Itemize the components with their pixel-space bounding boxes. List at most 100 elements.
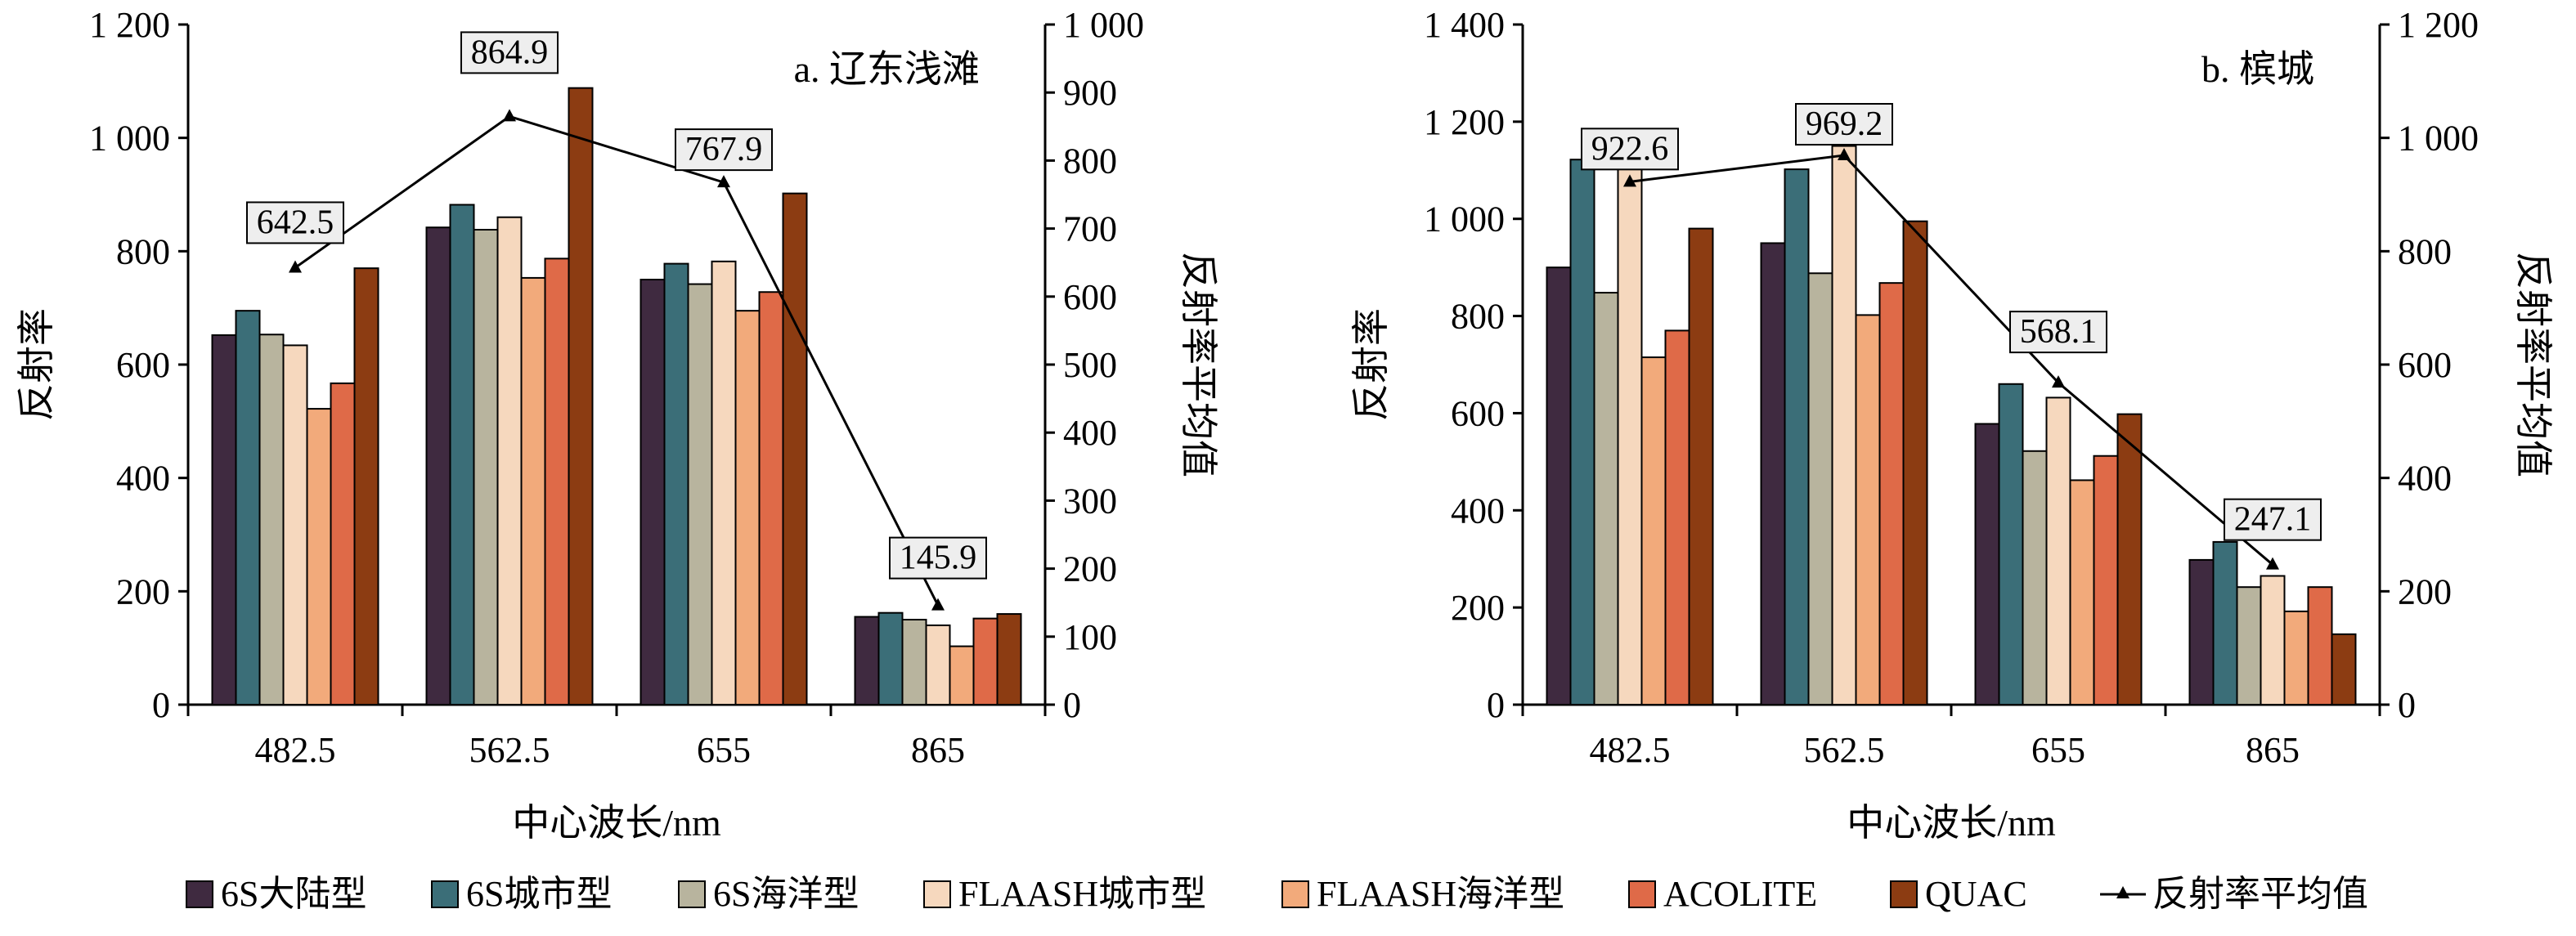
bar bbox=[425, 226, 451, 706]
data-label: 864.9 bbox=[471, 34, 549, 71]
data-label-box bbox=[889, 536, 987, 580]
y-tick-label: 200 bbox=[1451, 588, 1505, 628]
y2-tick-label: 200 bbox=[1063, 549, 1117, 589]
data-label-box bbox=[460, 31, 559, 74]
data-label-box bbox=[2224, 498, 2322, 541]
average-marker bbox=[1623, 174, 1636, 187]
bar bbox=[353, 267, 379, 705]
bar bbox=[2260, 575, 2286, 705]
bar bbox=[544, 258, 570, 705]
bar bbox=[901, 619, 927, 705]
bar bbox=[2188, 558, 2215, 705]
y-tick-label: 600 bbox=[1451, 393, 1505, 433]
x-tick-label: 865 bbox=[2246, 730, 2300, 770]
bar bbox=[1784, 168, 1810, 705]
y2-tick-label: 400 bbox=[2398, 459, 2452, 499]
bar bbox=[2093, 455, 2119, 705]
y2-tick-label: 600 bbox=[2398, 345, 2452, 385]
bar bbox=[2069, 479, 2095, 705]
panel-title: a. 辽东浅滩 bbox=[794, 48, 980, 90]
bar bbox=[235, 310, 261, 705]
bar bbox=[211, 334, 237, 705]
average-line bbox=[294, 114, 940, 607]
x-tick-label: 482.5 bbox=[255, 730, 336, 770]
bar bbox=[1640, 356, 1667, 705]
bar bbox=[2045, 396, 2071, 705]
bar bbox=[782, 192, 808, 705]
y-tick-label: 1 200 bbox=[1424, 102, 1505, 142]
y2-tick-label: 200 bbox=[2398, 571, 2452, 611]
x-axis-title: 中心波长/nm bbox=[1847, 802, 2056, 844]
y-tick-label: 1 400 bbox=[1424, 5, 1505, 45]
bar bbox=[2283, 610, 2309, 706]
bar bbox=[282, 344, 308, 705]
data-label: 642.5 bbox=[257, 204, 334, 241]
data-label: 247.1 bbox=[2234, 501, 2312, 539]
y2-axis-title: 反射率平均值 bbox=[1178, 252, 1219, 477]
average-marker bbox=[2266, 557, 2279, 570]
y2-tick-label: 1 200 bbox=[2398, 5, 2479, 45]
y-tick-label: 1 000 bbox=[89, 119, 170, 159]
data-label: 922.6 bbox=[1591, 130, 1669, 168]
bar bbox=[1546, 266, 1572, 705]
legend-label: 6S大陆型 bbox=[221, 874, 366, 914]
y-tick-label: 1 200 bbox=[89, 5, 170, 45]
legend-line-marker bbox=[2116, 886, 2129, 898]
bar bbox=[2236, 586, 2262, 705]
bar bbox=[1974, 423, 2000, 705]
bar bbox=[854, 616, 880, 705]
y2-tick-label: 600 bbox=[1063, 277, 1117, 317]
y-tick-label: 800 bbox=[1451, 297, 1505, 337]
y-tick-label: 400 bbox=[116, 459, 170, 499]
average-marker bbox=[289, 260, 302, 273]
data-label: 568.1 bbox=[2020, 313, 2098, 351]
data-label-box bbox=[675, 128, 773, 172]
x-tick-label: 655 bbox=[697, 730, 751, 770]
bar bbox=[687, 283, 713, 705]
bar bbox=[925, 624, 951, 706]
data-label-box bbox=[1581, 128, 1679, 171]
bar bbox=[1831, 145, 1857, 706]
bar bbox=[2331, 633, 2357, 705]
bar bbox=[496, 216, 523, 705]
legend-label: ACOLITE bbox=[1663, 874, 1817, 914]
y2-tick-label: 700 bbox=[1063, 209, 1117, 249]
bar bbox=[996, 613, 1022, 705]
legend: 6S大陆型 6S城市型 6S海洋型 FLAASH城市型 FLAASH海洋型 ACOLITE… bbox=[186, 874, 2368, 914]
y2-tick-label: 400 bbox=[1063, 413, 1117, 453]
panel-title: b. 槟城 bbox=[2201, 48, 2314, 90]
x-tick-label: 562.5 bbox=[469, 730, 550, 770]
bar bbox=[1593, 292, 1619, 705]
average-marker bbox=[717, 175, 730, 188]
legend-label: FLAASH城市型 bbox=[958, 874, 1206, 914]
legend-swatch bbox=[1281, 880, 1309, 908]
bar bbox=[1855, 314, 1881, 705]
y-axis-title: 反射率 bbox=[16, 308, 57, 421]
data-label: 145.9 bbox=[900, 540, 977, 577]
y2-tick-label: 500 bbox=[1063, 345, 1117, 385]
y-tick-label: 0 bbox=[152, 685, 170, 725]
legend-swatch bbox=[923, 880, 951, 908]
y2-tick-label: 0 bbox=[1063, 685, 1081, 725]
legend-label: QUAC bbox=[1925, 874, 2027, 914]
bar bbox=[1878, 282, 1905, 706]
legend-swatch bbox=[431, 880, 459, 908]
bar bbox=[1998, 383, 2024, 705]
y2-tick-label: 900 bbox=[1063, 73, 1117, 113]
bar bbox=[1760, 242, 1786, 705]
x-tick-label: 655 bbox=[2031, 730, 2085, 770]
data-label: 969.2 bbox=[1806, 105, 1883, 143]
legend-label: FLAASH海洋型 bbox=[1317, 874, 1564, 914]
y-tick-label: 1 000 bbox=[1424, 199, 1505, 240]
y2-tick-label: 800 bbox=[2398, 231, 2452, 271]
legend-label: 6S海洋型 bbox=[713, 874, 859, 914]
y2-tick-label: 300 bbox=[1063, 481, 1117, 521]
bar bbox=[1688, 227, 1714, 706]
average-marker bbox=[931, 598, 945, 611]
data-label: 767.9 bbox=[685, 131, 763, 168]
y2-tick-label: 1 000 bbox=[2398, 119, 2479, 159]
legend-swatch bbox=[678, 880, 706, 908]
data-label-box bbox=[1795, 103, 1893, 146]
y2-axis-title: 反射率平均值 bbox=[2512, 252, 2554, 477]
